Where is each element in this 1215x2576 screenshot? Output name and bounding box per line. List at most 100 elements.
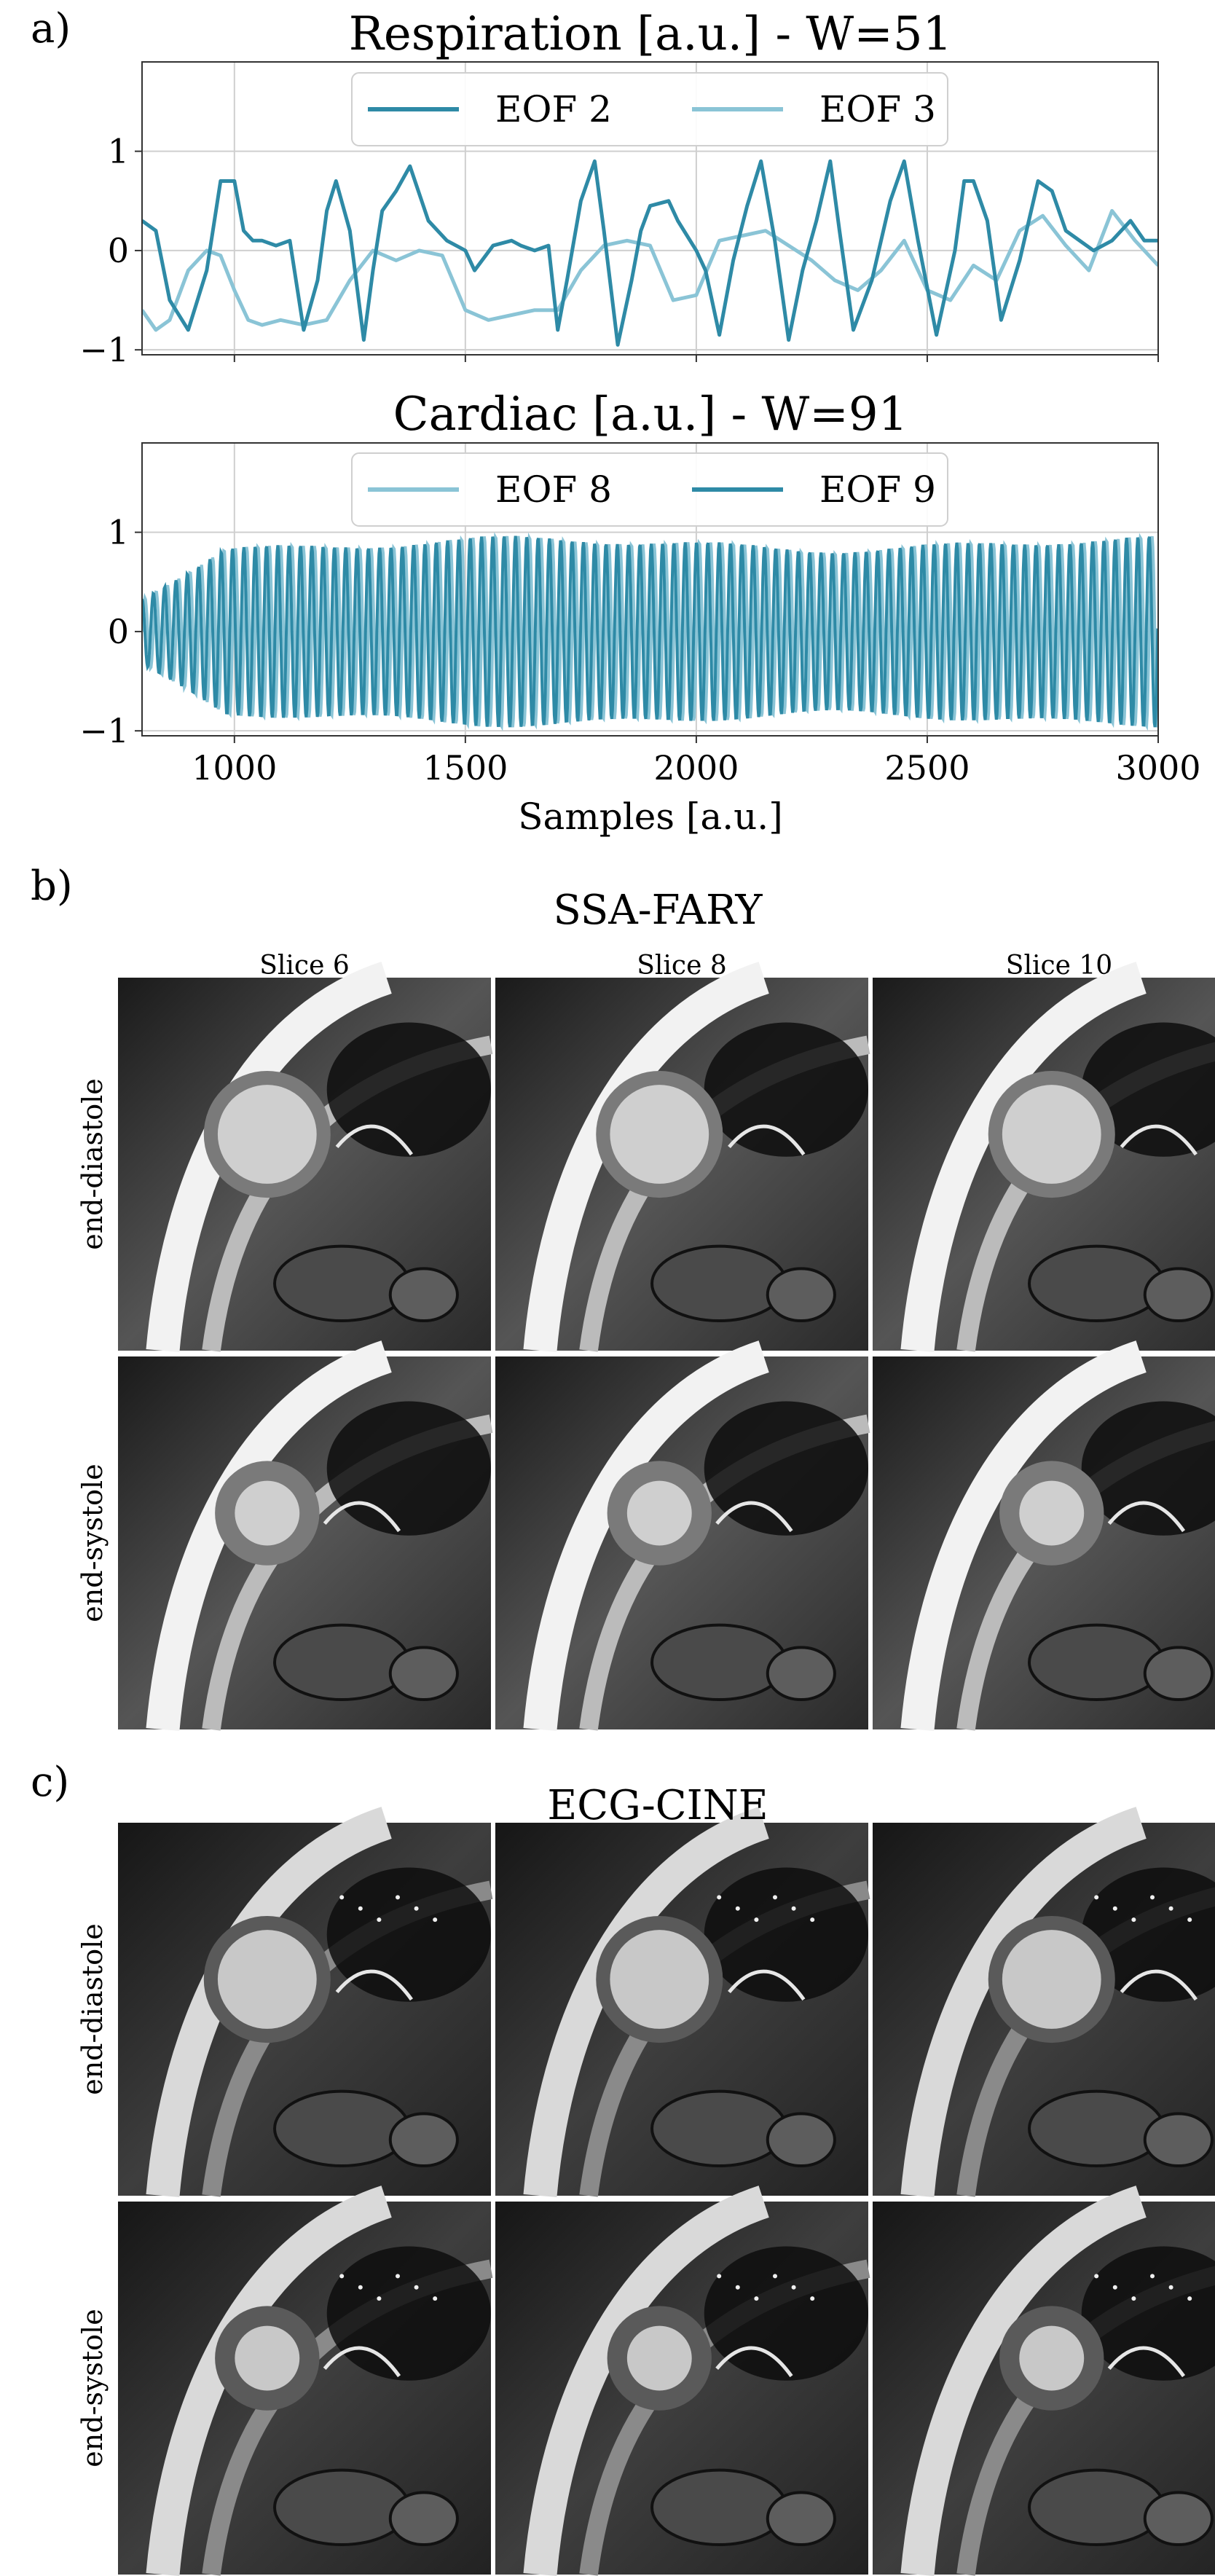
panel-letter-b: b) bbox=[31, 863, 73, 910]
bright-speckle bbox=[735, 2285, 740, 2290]
blood-pool bbox=[626, 2325, 692, 2391]
column-label-slice-10: Slice 10 bbox=[1006, 951, 1112, 981]
bright-speckle bbox=[396, 2274, 400, 2279]
bright-speckle bbox=[735, 1906, 740, 1911]
blood-pool bbox=[217, 1085, 317, 1184]
blood-pool bbox=[1002, 1930, 1101, 2029]
blood-pool bbox=[610, 1085, 709, 1184]
panel-letter-c: c) bbox=[31, 1759, 69, 1806]
abdominal-structure bbox=[766, 1267, 836, 1323]
x-tick-label: 1500 bbox=[422, 748, 508, 788]
legend-label-eof9: EOF 9 bbox=[819, 468, 936, 511]
cardiac-plot-frame bbox=[141, 442, 1159, 737]
bright-speckle bbox=[339, 1895, 345, 1900]
lung-region bbox=[704, 1401, 868, 1536]
chest-wall bbox=[523, 2186, 769, 2576]
ecg-cine-image-end-diastole-slice-6 bbox=[118, 1807, 493, 2198]
rv-crescent bbox=[715, 1501, 793, 1533]
cardiac-title: Cardiac [a.u.] - W=91 bbox=[393, 388, 908, 441]
bright-speckle bbox=[791, 1906, 796, 1911]
blood-pool bbox=[235, 2325, 300, 2391]
abdominal-structure bbox=[1143, 1267, 1214, 1323]
abdominal-structure bbox=[388, 1267, 459, 1323]
ssa-fary-panel: SSA-FARY Slice 6 Slice 8 Slice 10 end-di… bbox=[76, 887, 1215, 1732]
bright-speckle bbox=[396, 1895, 400, 1900]
lung-region bbox=[1081, 1867, 1215, 2002]
respiration-x-ticks bbox=[233, 355, 1159, 362]
row-label-ssa-end-systole: end-systole bbox=[76, 1464, 109, 1622]
x-tick-label: 1000 bbox=[192, 748, 277, 788]
abdominal-structure bbox=[273, 1244, 411, 1323]
bright-speckle bbox=[414, 2285, 419, 2290]
bright-speckle bbox=[433, 1917, 438, 1923]
ecg-cine-title: ECG-CINE bbox=[547, 1782, 768, 1829]
y-tick-label: 0 bbox=[108, 612, 129, 651]
rv-crescent bbox=[335, 1124, 413, 1156]
row-label-cine-end-diastole: end-diastole bbox=[76, 1923, 109, 2095]
bright-speckle bbox=[1150, 2274, 1155, 2279]
rv-crescent bbox=[1107, 1501, 1186, 1533]
ecg-cine-image-end-diastole-slice-8 bbox=[495, 1807, 870, 2198]
blood-pool bbox=[1019, 1480, 1085, 1546]
y-tick-label: −1 bbox=[79, 711, 129, 750]
ssa-fary-image-end-diastole-slice-6 bbox=[118, 962, 493, 1353]
bright-speckle bbox=[754, 2296, 759, 2301]
abdominal-structure bbox=[1028, 2089, 1165, 2168]
bright-speckle bbox=[1168, 2285, 1173, 2290]
bright-speckle bbox=[377, 2296, 382, 2301]
ecg-cine-image-end-systole-slice-8 bbox=[495, 2186, 870, 2576]
rv-crescent bbox=[323, 2346, 401, 2378]
x-tick-label: 3000 bbox=[1115, 748, 1200, 788]
chest-wall bbox=[900, 962, 1147, 1353]
lung-region bbox=[704, 1022, 868, 1157]
ecg-cine-panel: ECG-CINE end-diastole end-systole bbox=[76, 1782, 1215, 2576]
abdominal-structure bbox=[650, 1244, 788, 1323]
abdominal-structure bbox=[766, 1646, 836, 1702]
cardiac-legend: EOF 8 EOF 9 bbox=[351, 452, 948, 527]
ssa-fary-image-end-systole-slice-6 bbox=[118, 1340, 493, 1732]
y-tick-label: 1 bbox=[108, 513, 129, 552]
abdominal-structure bbox=[388, 1646, 459, 1702]
respiration-y-ticks: 1 0 −1 bbox=[79, 132, 142, 369]
chest-wall bbox=[900, 2186, 1147, 2576]
abdominal-structure bbox=[1143, 2491, 1214, 2547]
bright-speckle bbox=[1112, 2285, 1117, 2290]
rv-crescent bbox=[1107, 2346, 1186, 2378]
rv-crescent bbox=[1120, 1124, 1198, 1156]
abdominal-structure bbox=[1028, 1623, 1165, 1702]
lung-region bbox=[1081, 1022, 1215, 1157]
blood-pool bbox=[1019, 2325, 1085, 2391]
respiration-series bbox=[142, 159, 1158, 347]
cardiac-y-ticks: 1 0 −1 bbox=[79, 513, 142, 750]
bright-speckle bbox=[791, 2285, 796, 2290]
chest-wall bbox=[900, 1340, 1147, 1732]
rv-crescent bbox=[1120, 1969, 1198, 2001]
x-axis-label: Samples [a.u.] bbox=[518, 796, 782, 838]
abdominal-structure bbox=[1143, 1646, 1214, 1702]
abdominal-structure bbox=[766, 2112, 836, 2168]
ecg-cine-image-end-diastole-slice-10 bbox=[873, 1807, 1215, 2198]
x-tick-label: 2500 bbox=[884, 748, 970, 788]
legend-label-eof8: EOF 8 bbox=[495, 468, 612, 511]
lung-region bbox=[1081, 2246, 1215, 2381]
respiration-legend-box bbox=[351, 72, 948, 146]
abdominal-structure bbox=[388, 2112, 459, 2168]
y-tick-label: 1 bbox=[108, 132, 129, 171]
lung-region bbox=[326, 1867, 491, 2002]
bright-speckle bbox=[1187, 1917, 1192, 1923]
bright-speckle bbox=[1094, 1895, 1099, 1900]
bright-speckle bbox=[358, 1906, 363, 1911]
cardiac-x-ticks: 1000 1500 2000 2500 3000 bbox=[192, 736, 1201, 788]
series-line-eof-2 bbox=[142, 159, 1158, 347]
lung-region bbox=[326, 1022, 491, 1157]
rv-crescent bbox=[715, 2346, 793, 2378]
cardiac-series bbox=[142, 532, 1158, 731]
panel-letter-a: a) bbox=[31, 5, 71, 52]
bright-speckle bbox=[358, 2285, 363, 2290]
blood-pool bbox=[610, 1930, 709, 2029]
abdominal-structure bbox=[1028, 2468, 1165, 2547]
ssa-fary-image-end-diastole-slice-10 bbox=[873, 962, 1215, 1353]
abdominal-structure bbox=[650, 2089, 788, 2168]
abdominal-structure bbox=[273, 2468, 411, 2547]
